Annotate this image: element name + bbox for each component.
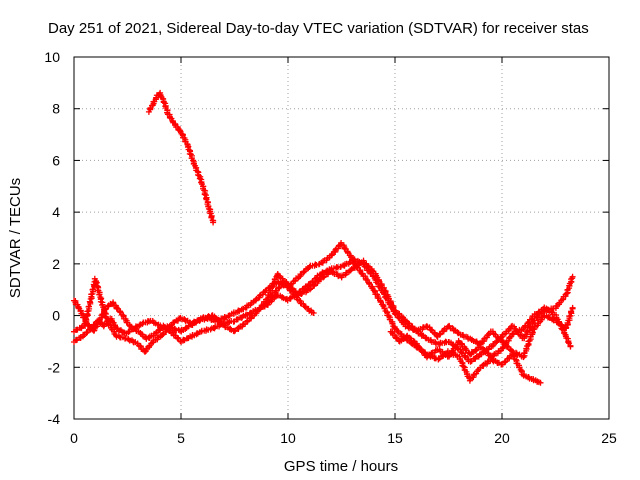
data-point — [472, 347, 479, 354]
x-tick-label: 25 — [601, 430, 617, 446]
y-tick-label: 2 — [52, 256, 60, 272]
plot-frame — [73, 56, 610, 420]
data-point — [89, 324, 96, 331]
data-point — [301, 303, 308, 310]
data-point — [279, 294, 286, 301]
x-tick-label: 15 — [387, 430, 403, 446]
data-point — [427, 326, 434, 333]
data-point — [506, 334, 513, 341]
data-point — [565, 339, 572, 346]
grid-lines — [74, 57, 609, 419]
data-point — [569, 304, 576, 311]
y-tick-label: -4 — [48, 411, 61, 427]
data-point — [159, 332, 166, 339]
data-point — [141, 348, 148, 355]
data-point — [239, 314, 246, 321]
y-tick-label: 4 — [52, 204, 60, 220]
y-tick-label: 0 — [52, 308, 60, 324]
x-tick-label: 5 — [177, 430, 185, 446]
y-tick-label: 10 — [44, 49, 60, 65]
series-satellite-track-b — [71, 257, 544, 386]
data-points — [71, 89, 576, 386]
data-point — [256, 292, 263, 299]
data-point — [315, 277, 322, 284]
data-point — [433, 332, 440, 339]
y-tick-label: 8 — [52, 101, 60, 117]
data-point — [423, 323, 430, 330]
axis-ticks: 0 5 10 15 20 25 -4 -2 0 2 4 6 8 10 — [44, 49, 617, 446]
series-satellite-track-high — [145, 89, 217, 226]
data-point — [310, 309, 317, 316]
data-point — [285, 284, 292, 291]
data-point — [460, 363, 467, 370]
data-point — [136, 322, 143, 329]
series-satellite-track-e — [387, 304, 574, 361]
data-point — [567, 343, 574, 350]
data-point — [537, 379, 544, 386]
data-point — [400, 335, 407, 342]
x-tick-label: 0 — [70, 430, 78, 446]
chart-title: Day 251 of 2021, Sidereal Day-to-day VTE… — [48, 20, 589, 37]
series-satellite-track-d — [263, 278, 317, 316]
x-tick-label: 20 — [494, 430, 510, 446]
x-tick-label: 10 — [280, 430, 296, 446]
data-point — [231, 328, 238, 335]
y-tick-label: -2 — [48, 359, 61, 375]
data-point — [364, 263, 371, 270]
data-point — [207, 326, 214, 333]
data-point — [160, 99, 167, 106]
x-axis-label: GPS time / hours — [284, 458, 398, 475]
y-tick-label: 6 — [52, 152, 60, 168]
data-point — [210, 219, 217, 226]
data-point — [163, 326, 170, 333]
data-point — [227, 325, 234, 332]
y-axis-label: SDTVAR / TECUs — [7, 178, 24, 298]
data-point — [569, 273, 576, 280]
